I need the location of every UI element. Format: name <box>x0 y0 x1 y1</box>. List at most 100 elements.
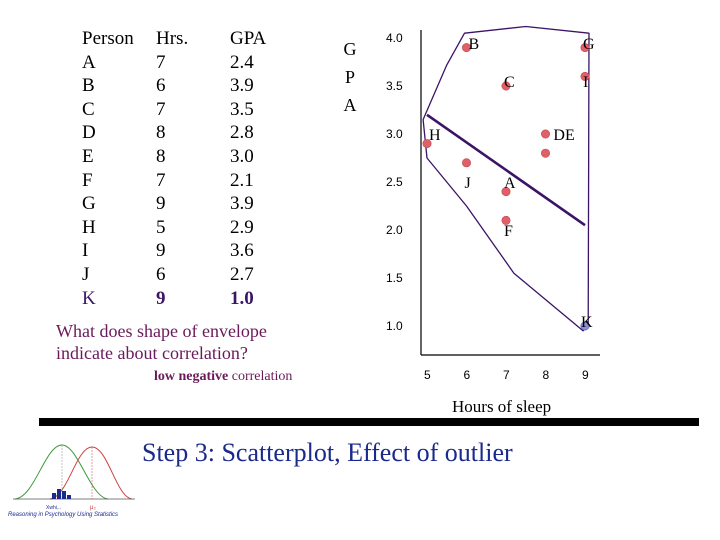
table-cell: 3.5 <box>230 98 254 120</box>
logo-label-right: μ₂ <box>90 505 96 511</box>
table-header-cell: Hrs. <box>156 28 189 49</box>
data-point-a <box>501 187 511 197</box>
table-cell: 1.0 <box>230 287 254 309</box>
table-cell: 9 <box>156 287 166 309</box>
data-point-f <box>501 215 511 225</box>
data-point-j <box>461 158 471 168</box>
table-row: B 6 3.9 <box>82 74 290 98</box>
regression-line <box>426 113 586 227</box>
table-cell: 9 <box>156 193 166 215</box>
y-tick-label: 1.0 <box>386 319 403 333</box>
point-label: A <box>504 175 516 192</box>
point-label: I <box>583 74 588 91</box>
table-cell: 3.6 <box>230 240 254 262</box>
logo-bar-4 <box>67 495 71 499</box>
table-cell: H <box>82 216 96 238</box>
gpa-letter-p: P <box>344 67 355 87</box>
table-row: D 8 2.8 <box>82 121 290 145</box>
table-cell: 5 <box>156 216 166 238</box>
table-cell: 8 <box>156 122 166 144</box>
question-text: What does shape of envelope indicate abo… <box>56 320 267 364</box>
gpa-axis-label: G P A <box>340 35 360 119</box>
answer-text: low negative correlation <box>154 369 292 385</box>
logo-bar-2 <box>57 489 61 499</box>
x-tick-label: 9 <box>582 368 589 382</box>
table-cell: 3.9 <box>230 75 254 97</box>
logo-label-left: Xwhi,.. <box>46 505 61 511</box>
table-cell: 7 <box>156 169 166 191</box>
table-cell: I <box>82 240 89 262</box>
answer-rest: correlation <box>228 369 293 384</box>
table-row: E 8 3.0 <box>82 145 290 169</box>
question-line-1: What does shape of envelope <box>56 321 267 341</box>
table-header-row: Person Hrs. GPA <box>82 27 290 51</box>
data-point-k <box>580 321 590 331</box>
answer-strong: low negative <box>154 369 229 384</box>
table-row: C 7 3.5 <box>82 98 290 122</box>
y-tick-label: 1.5 <box>386 271 403 285</box>
question-line-2: indicate about correlation? <box>56 343 248 363</box>
data-point-i <box>580 71 590 81</box>
table-cell: D <box>82 122 96 144</box>
table-cell: 6 <box>156 75 166 97</box>
table-row: K 9 1.0 <box>82 287 290 311</box>
table-row: J 6 2.7 <box>82 263 290 287</box>
x-tick-label: 8 <box>543 368 550 382</box>
table-cell: 2.9 <box>230 216 254 238</box>
logo-bar-3 <box>62 491 66 499</box>
y-tick-label: 3.5 <box>386 79 403 93</box>
data-point-h <box>422 139 432 149</box>
y-tick-label: 2.0 <box>386 223 403 237</box>
point-label: G <box>583 36 595 53</box>
table-cell: 6 <box>156 263 166 285</box>
footer-text: Reasoning in Psychology Using Statistics <box>8 512 119 518</box>
data-point-c <box>501 81 511 91</box>
point-label: H <box>429 127 441 144</box>
point-label: DE <box>553 127 574 144</box>
table-cell: 2.7 <box>230 263 254 285</box>
point-label: C <box>504 74 515 91</box>
table-cell: F <box>82 169 93 191</box>
point-label: F <box>504 223 513 240</box>
table-cell: 3.9 <box>230 193 254 215</box>
x-tick-label: 5 <box>424 368 431 382</box>
gpa-letter-g: G <box>343 39 357 59</box>
table-row: H 5 2.9 <box>82 216 290 240</box>
y-tick-label: 2.5 <box>386 175 403 189</box>
table-cell: A <box>82 51 96 73</box>
y-tick-label: 3.0 <box>386 127 403 141</box>
table-cell: 7 <box>156 98 166 120</box>
data-table: Person Hrs. GPA A 7 2.4 B 6 3.9 C 7 3.5 D 8 2.8 E 8 3.0 F 7… <box>82 27 290 310</box>
logo-bar-1 <box>52 493 56 499</box>
data-point-g <box>580 43 590 53</box>
table-cell: 2.4 <box>230 51 254 73</box>
table-row: I 9 3.6 <box>82 239 290 263</box>
x-tick-label: 6 <box>464 368 471 382</box>
slide-title: Step 3: Scatterplot, Effect of outlier <box>142 438 513 467</box>
gpa-letter-a: A <box>343 95 357 115</box>
data-point-e <box>540 129 550 139</box>
table-header-cell: Person <box>82 28 134 49</box>
y-tick-label: 4.0 <box>386 31 403 45</box>
table-cell: 9 <box>156 240 166 262</box>
x-axis-label: Hours of sleep <box>452 397 552 416</box>
table-cell: B <box>82 75 95 97</box>
point-label: K <box>581 314 593 331</box>
table-row: G 9 3.9 <box>82 192 290 216</box>
point-label: J <box>465 175 471 192</box>
table-cell: 7 <box>156 51 166 73</box>
data-point-b <box>461 43 471 53</box>
table-cell: J <box>82 263 90 285</box>
distribution-logo: Xwhi,.. μ₂ <box>13 444 135 511</box>
table-cell: 3.0 <box>230 145 254 167</box>
table-cell: G <box>82 193 96 215</box>
table-cell: C <box>82 98 95 120</box>
table-header-cell: GPA <box>230 28 267 49</box>
table-cell: 2.8 <box>230 122 254 144</box>
table-cell: 2.1 <box>230 169 254 191</box>
table-cell: E <box>82 145 94 167</box>
point-label: B <box>468 36 479 53</box>
table-cell: K <box>82 287 96 309</box>
table-row: A 7 2.4 <box>82 51 290 75</box>
